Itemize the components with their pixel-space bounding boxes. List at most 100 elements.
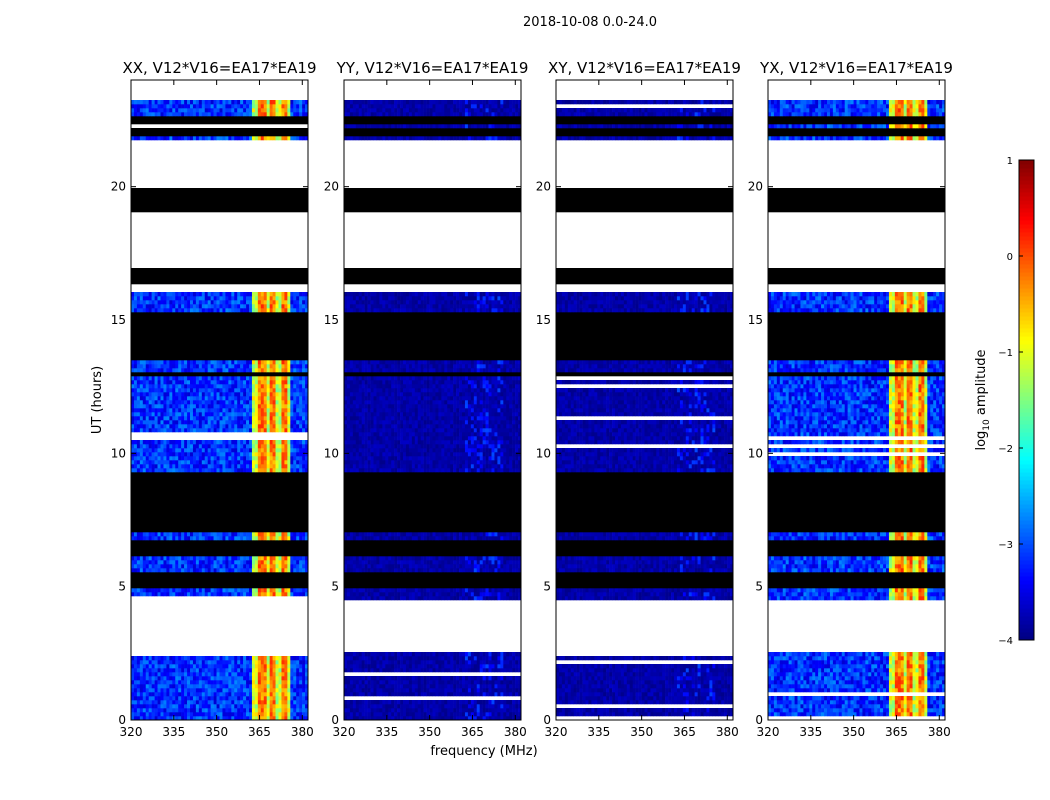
heatmap-cell bbox=[371, 676, 374, 680]
heatmap-cell bbox=[184, 700, 187, 704]
heatmap-cell bbox=[155, 568, 158, 572]
heatmap-cell bbox=[137, 440, 140, 444]
heatmap-cell bbox=[199, 568, 202, 572]
heatmap-cell bbox=[447, 652, 450, 656]
heatmap-cell bbox=[220, 388, 223, 392]
heatmap-cell bbox=[163, 452, 166, 456]
flagged-row bbox=[344, 548, 521, 552]
heatmap-cell bbox=[477, 660, 480, 664]
heatmap-cell bbox=[299, 456, 302, 460]
heatmap-cell bbox=[362, 704, 365, 708]
heatmap-cell bbox=[252, 568, 255, 572]
heatmap-cell bbox=[220, 440, 223, 444]
heatmap-cell bbox=[376, 700, 379, 704]
heatmap-cell bbox=[435, 684, 438, 688]
heatmap-cell bbox=[293, 136, 296, 140]
heatmap-cell bbox=[497, 568, 500, 572]
heatmap-cell bbox=[471, 664, 474, 668]
heatmap-cell bbox=[406, 588, 409, 592]
heatmap-cell bbox=[217, 100, 220, 104]
heatmap-cell bbox=[276, 364, 279, 368]
heatmap-cell bbox=[178, 108, 181, 112]
heatmap-cell bbox=[184, 708, 187, 712]
heatmap-cell bbox=[376, 568, 379, 572]
heatmap-cell bbox=[281, 104, 284, 108]
heatmap-cell bbox=[246, 452, 249, 456]
heatmap-cell bbox=[143, 408, 146, 412]
heatmap-cell bbox=[492, 656, 495, 660]
heatmap-cell bbox=[382, 692, 385, 696]
heatmap-cell bbox=[163, 364, 166, 368]
heatmap-cell bbox=[237, 700, 240, 704]
heatmap-cell bbox=[152, 696, 155, 700]
heatmap-cell bbox=[279, 712, 282, 716]
heatmap-cell bbox=[237, 308, 240, 312]
heatmap-cell bbox=[290, 592, 293, 596]
heatmap-cell bbox=[199, 300, 202, 304]
heatmap-cell bbox=[149, 424, 152, 428]
heatmap-cell bbox=[220, 292, 223, 296]
heatmap-cell bbox=[279, 560, 282, 564]
heatmap-cell bbox=[273, 680, 276, 684]
heatmap-cell bbox=[290, 112, 293, 116]
heatmap-cell bbox=[281, 708, 284, 712]
heatmap-cell bbox=[515, 668, 518, 672]
heatmap-cell bbox=[276, 300, 279, 304]
heatmap-cell bbox=[359, 536, 362, 540]
heatmap-cell bbox=[347, 652, 350, 656]
heatmap-cell bbox=[444, 568, 447, 572]
heatmap-cell bbox=[365, 596, 368, 600]
heatmap-cell bbox=[166, 468, 169, 472]
heatmap-cell bbox=[163, 428, 166, 432]
heatmap-cell bbox=[500, 588, 503, 592]
heatmap-cell bbox=[441, 668, 444, 672]
heatmap-cell bbox=[190, 420, 193, 424]
heatmap-cell bbox=[152, 660, 155, 664]
heatmap-cell bbox=[196, 368, 199, 372]
heatmap-cell bbox=[220, 704, 223, 708]
heatmap-cell bbox=[438, 656, 441, 660]
heatmap-cell bbox=[299, 536, 302, 540]
heatmap-cell bbox=[509, 588, 512, 592]
heatmap-cell bbox=[199, 360, 202, 364]
heatmap-cell bbox=[433, 668, 436, 672]
heatmap-cell bbox=[158, 712, 161, 716]
heatmap-cell bbox=[471, 680, 474, 684]
heatmap-cell bbox=[261, 712, 264, 716]
heatmap-cell bbox=[161, 536, 164, 540]
heatmap-cell bbox=[489, 588, 492, 592]
heatmap-cell bbox=[155, 108, 158, 112]
heatmap-cell bbox=[281, 700, 284, 704]
heatmap-cell bbox=[196, 428, 199, 432]
heatmap-cell bbox=[237, 676, 240, 680]
heatmap-cell bbox=[193, 672, 196, 676]
heatmap-cell bbox=[237, 304, 240, 308]
heatmap-cell bbox=[350, 700, 353, 704]
heatmap-cell bbox=[424, 664, 427, 668]
heatmap-cell bbox=[240, 360, 243, 364]
heatmap-cell bbox=[196, 100, 199, 104]
heatmap-cell bbox=[258, 532, 261, 536]
heatmap-cell bbox=[486, 556, 489, 560]
heatmap-cell bbox=[302, 676, 305, 680]
heatmap-cell bbox=[175, 296, 178, 300]
heatmap-cell bbox=[293, 708, 296, 712]
heatmap-cell bbox=[267, 680, 270, 684]
heatmap-cell bbox=[421, 592, 424, 596]
heatmap-cell bbox=[220, 660, 223, 664]
heatmap-cell bbox=[163, 536, 166, 540]
heatmap-cell bbox=[134, 448, 137, 452]
heatmap-cell bbox=[258, 536, 261, 540]
heatmap-cell bbox=[515, 676, 518, 680]
heatmap-cell bbox=[391, 700, 394, 704]
heatmap-cell bbox=[471, 656, 474, 660]
heatmap-cell bbox=[228, 560, 231, 564]
heatmap-cell bbox=[237, 408, 240, 412]
heatmap-cell bbox=[403, 652, 406, 656]
heatmap-cell bbox=[261, 384, 264, 388]
heatmap-cell bbox=[140, 444, 143, 448]
heatmap-cell bbox=[169, 688, 172, 692]
heatmap-cell bbox=[155, 412, 158, 416]
heatmap-cell bbox=[388, 712, 391, 716]
heatmap-cell bbox=[281, 560, 284, 564]
